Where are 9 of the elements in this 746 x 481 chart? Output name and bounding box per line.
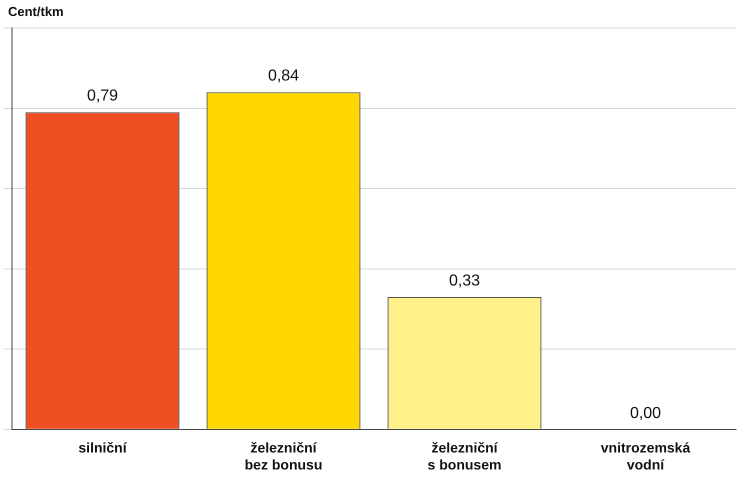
x-tick-label: železniční s bonusem xyxy=(428,440,502,472)
x-tick-label: vnitrozemská vodní xyxy=(600,440,690,472)
data-label: 0,79 xyxy=(86,88,118,105)
x-tick-label: železniční bez bonusu xyxy=(244,440,322,472)
data-label: 0,33 xyxy=(448,272,480,290)
x-tick-label: silniční xyxy=(78,440,128,456)
data-label: 0,84 xyxy=(268,68,300,85)
data-label: 0,00 xyxy=(630,404,662,422)
y-axis-title: Cent/tkm xyxy=(8,4,64,20)
